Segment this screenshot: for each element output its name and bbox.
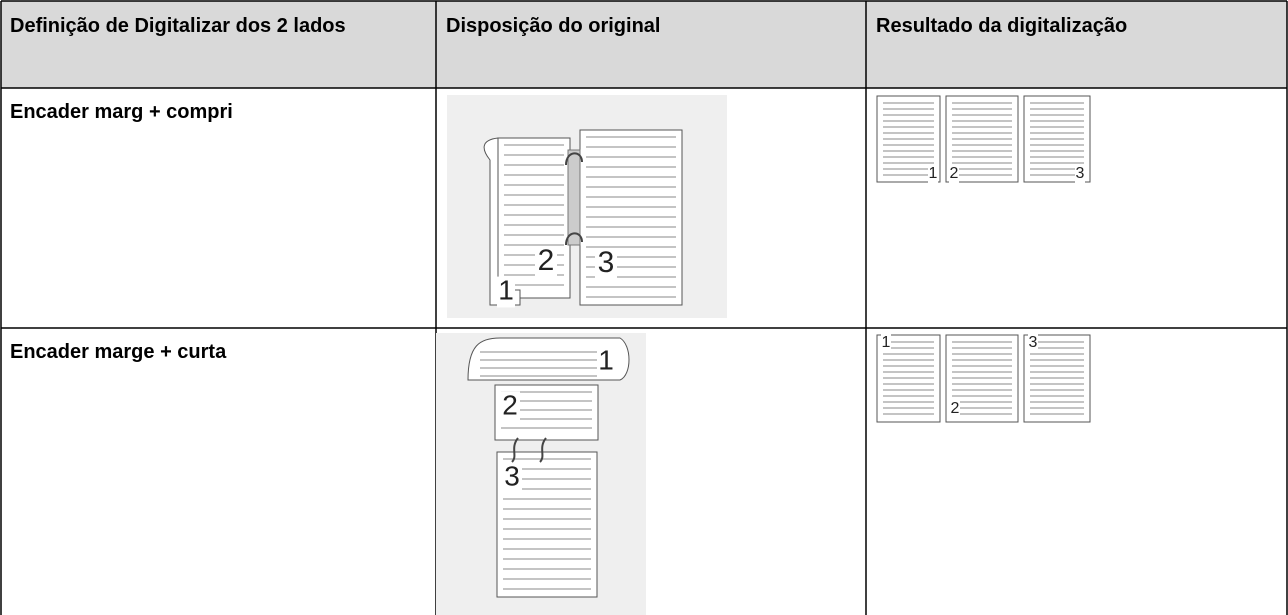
header-cell: Definição de Digitalizar dos 2 lados bbox=[10, 15, 346, 37]
header-background bbox=[1, 1, 1287, 88]
number-backing bbox=[949, 165, 959, 183]
page-number: 1 bbox=[598, 344, 614, 375]
page-number: 3 bbox=[1076, 165, 1085, 182]
number-backing bbox=[597, 346, 615, 378]
page-number: 3 bbox=[1029, 334, 1038, 351]
page-curl bbox=[483, 137, 521, 306]
number-backing bbox=[928, 165, 938, 183]
page-number: 1 bbox=[882, 334, 891, 351]
page-number: 2 bbox=[538, 244, 555, 277]
setting-cell: Encader marge + curta bbox=[10, 341, 227, 363]
page-curl bbox=[467, 337, 630, 381]
number-backing bbox=[950, 400, 960, 418]
page-number: 3 bbox=[504, 460, 520, 491]
page-number: 2 bbox=[951, 400, 960, 417]
number-backing bbox=[500, 391, 520, 423]
number-backing bbox=[881, 334, 891, 352]
binding-ring bbox=[511, 437, 547, 463]
number-backing bbox=[497, 276, 515, 308]
page-number: 2 bbox=[950, 165, 959, 182]
binding-ring bbox=[565, 152, 583, 246]
number-backing bbox=[502, 462, 522, 494]
setting-cell: Encader marg + compri bbox=[10, 101, 233, 123]
header-cell: Resultado da digitalização bbox=[876, 15, 1128, 37]
page-number: 1 bbox=[929, 165, 938, 182]
number-backing bbox=[595, 247, 617, 281]
number-backing bbox=[1028, 334, 1038, 352]
page-number: 2 bbox=[502, 389, 518, 420]
page-number: 3 bbox=[598, 246, 615, 279]
binding bbox=[567, 149, 581, 246]
page-number: 1 bbox=[498, 274, 514, 305]
number-backing bbox=[535, 245, 557, 279]
number-backing bbox=[1075, 165, 1085, 183]
header-cell: Disposição do original bbox=[446, 15, 661, 37]
